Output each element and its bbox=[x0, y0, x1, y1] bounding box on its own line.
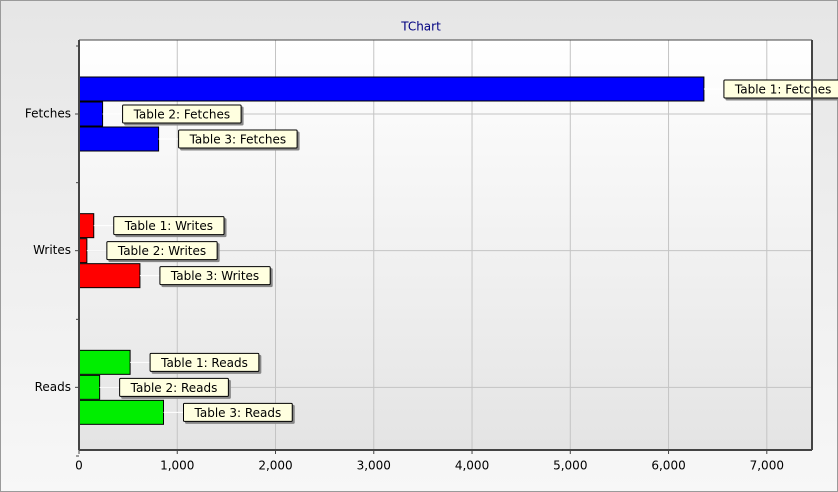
data-label: Table 3: Writes bbox=[170, 269, 259, 283]
x-tick-label: 2,000 bbox=[258, 459, 292, 473]
y-tick-label: Fetches bbox=[25, 107, 71, 121]
bar bbox=[78, 126, 160, 152]
data-label: Table 3: Reads bbox=[194, 406, 282, 420]
bar bbox=[78, 374, 101, 400]
x-tick-label: 1,000 bbox=[160, 459, 194, 473]
label-box bbox=[183, 402, 293, 422]
label-box bbox=[159, 266, 271, 286]
x-tick-label: 0 bbox=[75, 459, 83, 473]
data-label: Table 2: Reads bbox=[130, 381, 218, 395]
x-tick-label: 4,000 bbox=[455, 459, 489, 473]
data-label: Table 1: Fetches bbox=[734, 83, 832, 97]
label-box bbox=[178, 129, 298, 149]
y-tick-label: Reads bbox=[35, 380, 71, 394]
bar bbox=[78, 399, 165, 425]
x-tick-label: 5,000 bbox=[553, 459, 587, 473]
label-box bbox=[149, 352, 260, 372]
plot-layer: 0 1,000 2,000 3,000 4,000 5,000 6,000 7,000 Fetc… bbox=[25, 39, 838, 473]
chart-title: TChart bbox=[400, 20, 441, 34]
data-label: Table 3: Fetches bbox=[189, 133, 287, 147]
label-box bbox=[113, 216, 225, 236]
label-box bbox=[122, 104, 242, 124]
y-tick-label: Writes bbox=[33, 243, 71, 257]
x-tick-label: 7,000 bbox=[750, 459, 784, 473]
bar bbox=[78, 263, 141, 289]
x-tick-label: 3,000 bbox=[357, 459, 391, 473]
data-label: Table 1: Reads bbox=[160, 356, 248, 370]
bar bbox=[78, 238, 88, 264]
data-label: Table 2: Writes bbox=[117, 244, 206, 258]
data-label: Table 2: Fetches bbox=[133, 108, 231, 122]
bar bbox=[78, 213, 95, 239]
bar bbox=[78, 349, 131, 375]
label-box bbox=[119, 377, 229, 397]
data-label: Table 1: Writes bbox=[124, 219, 213, 233]
label-box bbox=[106, 241, 218, 261]
x-tick-label: 6,000 bbox=[651, 459, 685, 473]
bar bbox=[78, 101, 104, 127]
bar bbox=[78, 76, 705, 102]
label-box bbox=[723, 79, 838, 99]
